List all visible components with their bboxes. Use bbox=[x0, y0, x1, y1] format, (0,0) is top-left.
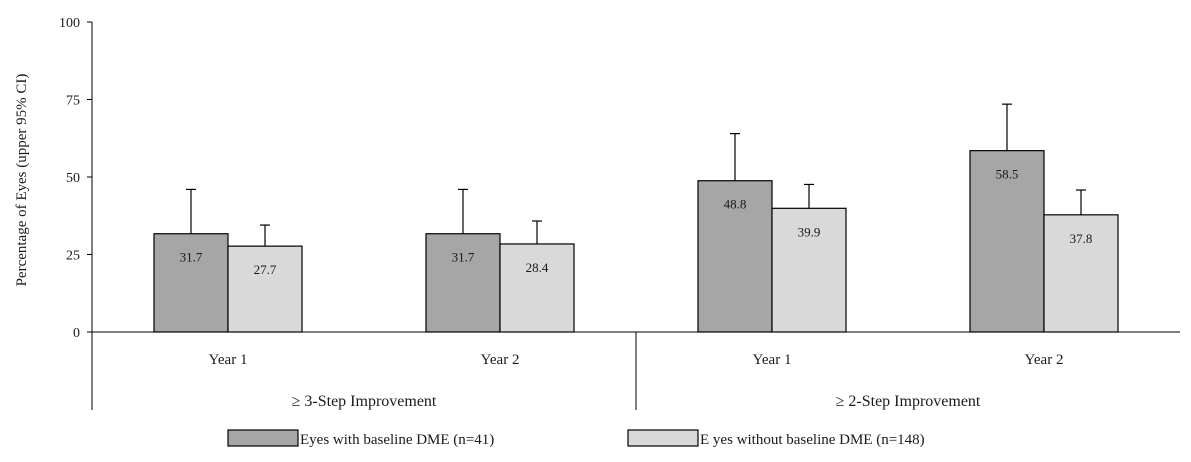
y-tick-label: 100 bbox=[59, 16, 80, 31]
group-label: ≥ 2-Step Improvement bbox=[836, 393, 981, 410]
labels-layer: 31.7 27.7 Year 1 31.7 28.4 Year 2 48.8 39.9 Year… bbox=[180, 167, 1093, 410]
bar-without-dme bbox=[771, 207, 847, 333]
data-label: 58.5 bbox=[996, 167, 1019, 182]
legend: Eyes with baseline DME (n=41) E yes witho… bbox=[227, 429, 925, 448]
legend-label-without-dme: E yes without baseline DME (n=148) bbox=[700, 432, 925, 448]
bar-without-dme bbox=[499, 243, 575, 333]
group-label: ≥ 3-Step Improvement bbox=[292, 393, 437, 410]
y-tick-label: 25 bbox=[66, 249, 80, 264]
axes-layer: 0 25 50 75 100 Percentage of Eyes (upper 95% … bbox=[14, 16, 1180, 410]
y-tick-label: 75 bbox=[66, 94, 80, 109]
bar-with-dme bbox=[969, 150, 1045, 333]
bar-with-dme bbox=[153, 233, 229, 333]
bar-without-dme bbox=[227, 245, 303, 333]
data-label: 39.9 bbox=[798, 224, 821, 239]
data-label: 28.4 bbox=[526, 260, 549, 275]
y-tick-label: 50 bbox=[66, 171, 80, 186]
category-label: Year 1 bbox=[753, 352, 792, 368]
legend-label-with-dme: Eyes with baseline DME (n=41) bbox=[300, 432, 494, 448]
legend-swatch-without-dme bbox=[627, 429, 699, 447]
bar-without-dme bbox=[1043, 214, 1119, 333]
y-tick-label: 0 bbox=[73, 326, 80, 341]
category-label: Year 2 bbox=[481, 352, 520, 368]
legend-swatch-with-dme bbox=[227, 429, 299, 447]
data-label: 31.7 bbox=[180, 250, 203, 265]
bars-layer bbox=[153, 103, 1119, 333]
bar-with-dme bbox=[425, 233, 501, 333]
y-axis-title: Percentage of Eyes (upper 95% CI) bbox=[14, 74, 30, 287]
data-label: 27.7 bbox=[254, 262, 277, 277]
category-label: Year 2 bbox=[1025, 352, 1064, 368]
data-label: 48.8 bbox=[724, 197, 747, 212]
data-label: 37.8 bbox=[1070, 231, 1093, 246]
data-label: 31.7 bbox=[452, 250, 475, 265]
category-label: Year 1 bbox=[209, 352, 248, 368]
